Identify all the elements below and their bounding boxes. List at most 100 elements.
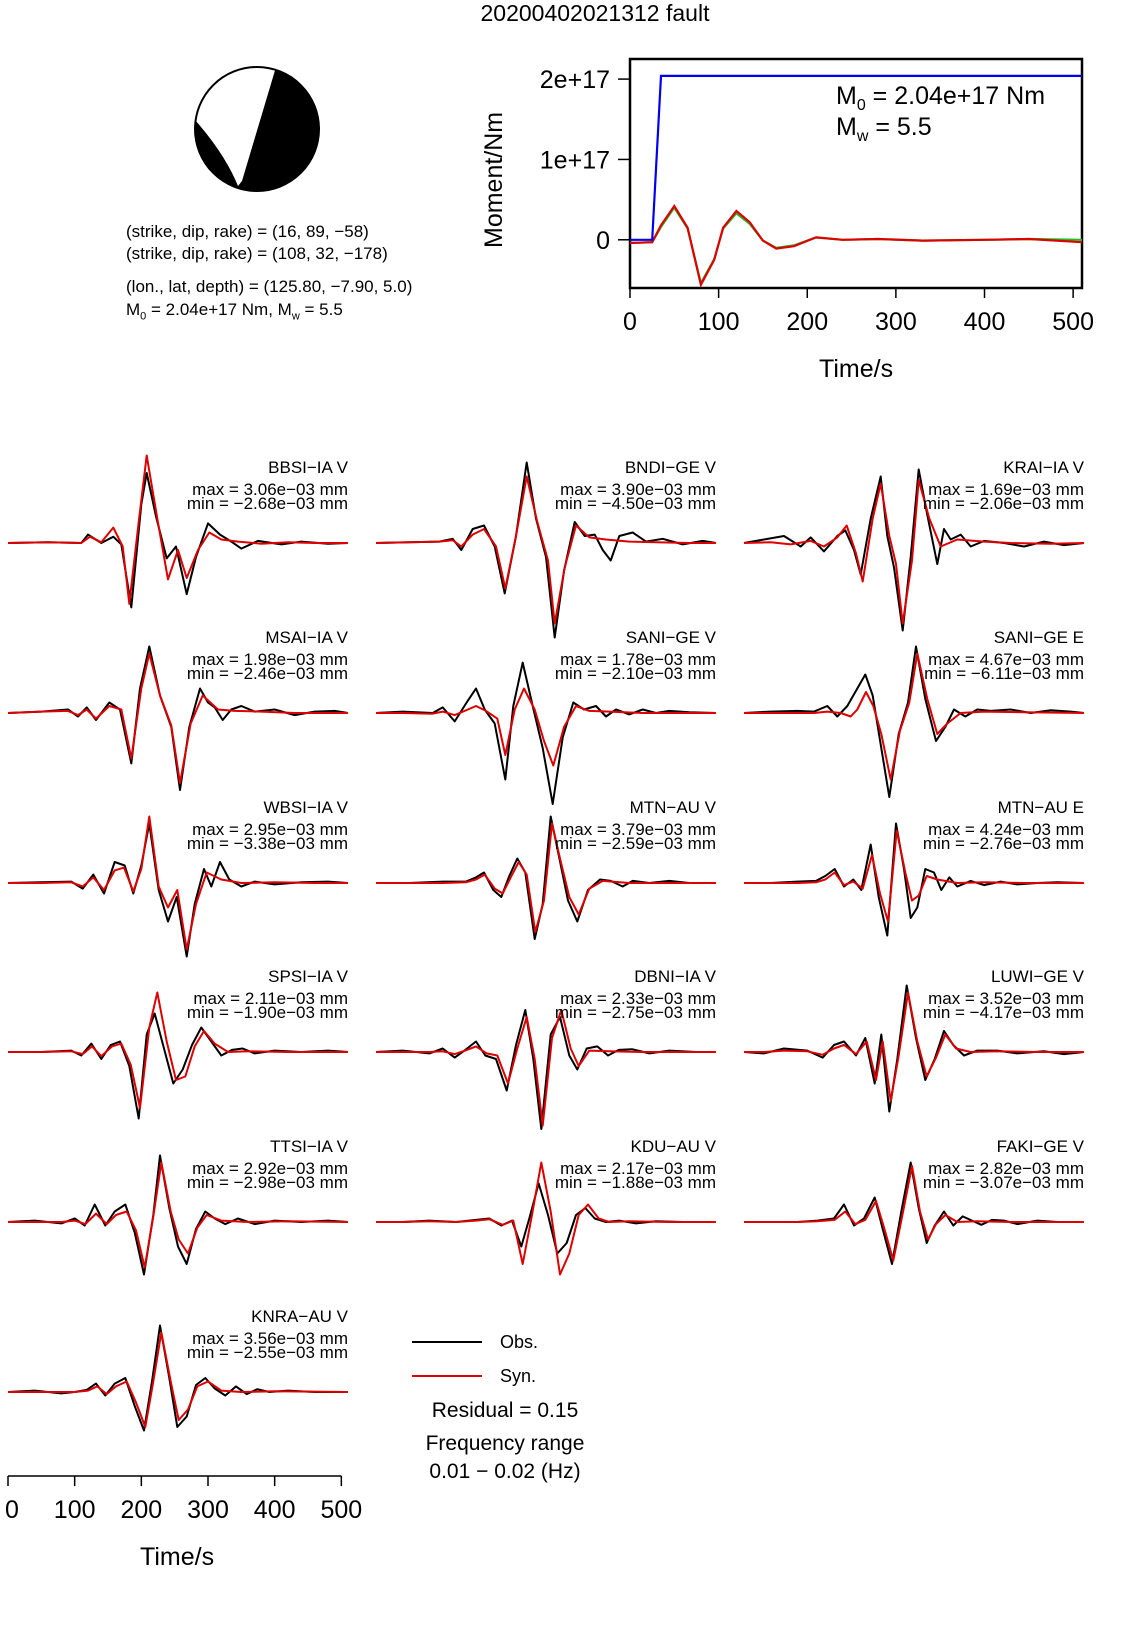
- min-amplitude-label: min = −3.38e−03 mm: [187, 834, 348, 853]
- min-amplitude-label: min = −6.11e−03 mm: [924, 664, 1084, 683]
- min-amplitude-label: min = −2.75e−03 mm: [555, 1003, 716, 1022]
- synthetic-trace: [8, 1331, 349, 1428]
- min-amplitude-label: min = −2.46e−03 mm: [187, 664, 348, 683]
- moment-y-tick-label: 2e+17: [540, 66, 610, 94]
- synthetic-trace: [8, 991, 348, 1109]
- moment-x-tick-label: 0: [623, 308, 637, 336]
- synthetic-trace: [376, 822, 716, 933]
- moment-y-tick-label: 0: [596, 227, 610, 255]
- max-amplitude-label: max = 3.06e−03 mm: [192, 480, 348, 499]
- moment-series-line-0: [630, 74, 1082, 241]
- synthetic-trace: [8, 815, 348, 951]
- min-amplitude-label: min = −2.98e−03 mm: [187, 1173, 348, 1192]
- figure-title: 20200402021312 fault: [480, 0, 710, 26]
- station-label: SANI−GE E: [994, 628, 1084, 647]
- max-amplitude-label: max = 2.92e−03 mm: [192, 1159, 348, 1178]
- nodal-plane-2: (strike, dip, rake) = (108, 32, −178): [126, 244, 388, 263]
- min-amplitude-label: min = −1.90e−03 mm: [187, 1003, 348, 1022]
- min-amplitude-label: min = −2.06e−03 mm: [923, 494, 1084, 513]
- waveform-x-tick-label: 100: [54, 1496, 96, 1524]
- station-label: SPSI−IA V: [268, 967, 349, 986]
- synthetic-trace: [7, 454, 348, 605]
- synthetic-trace: [376, 1161, 716, 1276]
- waveform-x-tick-label: 300: [187, 1496, 229, 1524]
- observed-trace: [743, 645, 1085, 798]
- observed-trace: [375, 1009, 716, 1130]
- source-location: (lon., lat, depth) = (125.80, −7.90, 5.0…: [126, 277, 413, 296]
- waveform-x-tick-label: 400: [254, 1496, 296, 1524]
- moment-x-axis-label: Time/s: [819, 355, 894, 383]
- min-amplitude-label: min = −2.55e−03 mm: [187, 1343, 348, 1362]
- beachball-icon: [194, 66, 320, 192]
- synthetic-trace: [743, 479, 1085, 625]
- moment-mw-value: = 5.5: [868, 113, 932, 141]
- moment-m0-subscript: 0: [856, 97, 866, 114]
- station-label: SANI−GE V: [626, 628, 717, 647]
- mw-subscript: w: [291, 310, 300, 323]
- nodal-plane-1: (strike, dip, rake) = (16, 89, −58): [126, 222, 369, 241]
- max-amplitude-label: max = 1.78e−03 mm: [560, 650, 716, 669]
- synthetic-trace: [7, 652, 348, 784]
- station-label: DBNI−IA V: [634, 967, 716, 986]
- synthetic-trace: [376, 687, 716, 767]
- max-amplitude-label: max = 4.24e−03 mm: [928, 820, 1084, 839]
- moment-chart: 0 1e+17 2e+17 0 100 200 300 400 500: [540, 57, 1094, 336]
- m0-subscript: 0: [140, 310, 147, 323]
- min-amplitude-label: min = −4.50e−03 mm: [555, 494, 716, 513]
- synthetic-trace: [744, 829, 1084, 923]
- min-amplitude-label: min = −2.68e−03 mm: [187, 494, 348, 513]
- max-amplitude-label: max = 4.67e−03 mm: [928, 650, 1084, 669]
- synthetic-trace: [744, 652, 1085, 781]
- legend-syn-label: Syn.: [500, 1366, 537, 1386]
- synthetic-trace: [376, 1009, 716, 1127]
- station-label: MSAI−IA V: [265, 628, 348, 647]
- max-amplitude-label: max = 2.17e−03 mm: [560, 1159, 716, 1178]
- station-label: BNDI−GE V: [625, 458, 717, 477]
- moment-x-tick-label: 200: [786, 308, 828, 336]
- moment-x-tick-label: 300: [875, 308, 917, 336]
- moment-mw-subscript: w: [856, 128, 869, 145]
- min-amplitude-label: min = −4.17e−03 mm: [923, 1003, 1084, 1022]
- min-amplitude-label: min = −3.07e−03 mm: [923, 1173, 1084, 1192]
- moment-x-tick-label: 500: [1052, 308, 1094, 336]
- m0-and-mw-text: = 2.04e+17 Nm, M: [146, 300, 292, 319]
- max-amplitude-label: max = 2.95e−03 mm: [192, 820, 348, 839]
- moment-plot-frame: [628, 57, 1084, 290]
- max-amplitude-label: max = 3.79e−03 mm: [560, 820, 716, 839]
- moment-y-tick-label: 1e+17: [540, 146, 610, 174]
- moment-series-line-1: [629, 203, 1083, 288]
- source-magnitude: M0 = 2.04e+17 Nm, Mw = 5.5: [126, 300, 343, 322]
- min-amplitude-label: min = −2.10e−03 mm: [555, 664, 716, 683]
- max-amplitude-label: max = 2.82e−03 mm: [928, 1159, 1084, 1178]
- max-amplitude-label: max = 3.52e−03 mm: [928, 989, 1084, 1008]
- observed-trace: [376, 815, 716, 940]
- mw-value: = 5.5: [299, 300, 343, 319]
- max-amplitude-label: max = 1.69e−03 mm: [928, 480, 1084, 499]
- station-label: KDU−AU V: [631, 1137, 717, 1156]
- station-label: KRAI−IA V: [1003, 458, 1084, 477]
- max-amplitude-label: max = 1.98e−03 mm: [192, 650, 348, 669]
- moment-m0-label: M0 = 2.04e+17 Nm: [836, 82, 1045, 115]
- waveform-x-axis-label: Time/s: [140, 1543, 215, 1571]
- synthetic-trace: [744, 991, 1084, 1102]
- max-amplitude-label: max = 3.90e−03 mm: [560, 480, 716, 499]
- max-amplitude-label: max = 2.11e−03 mm: [193, 989, 348, 1008]
- synthetic-trace: [375, 475, 716, 625]
- min-amplitude-label: min = −2.76e−03 mm: [923, 834, 1084, 853]
- synthetic-trace: [744, 1165, 1084, 1262]
- moment-mw-label: Mw = 5.5: [836, 113, 932, 146]
